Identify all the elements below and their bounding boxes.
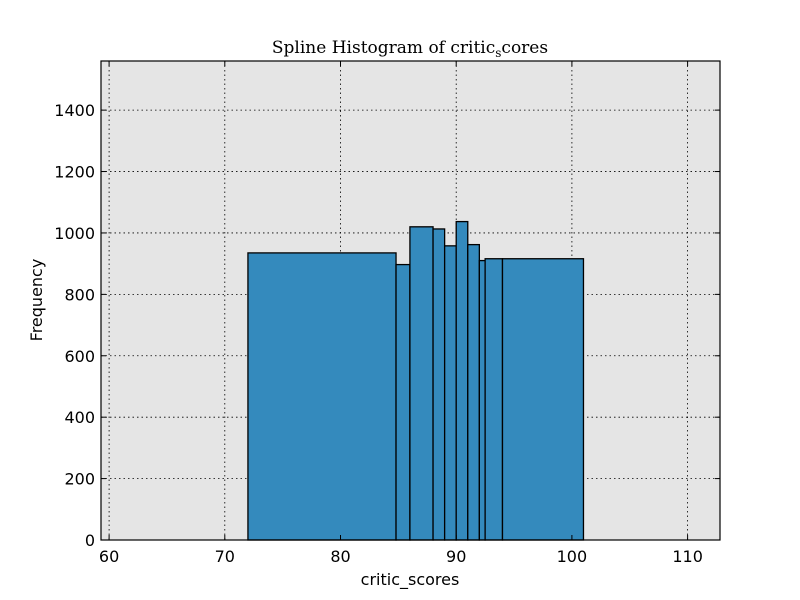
x-tick-label: 110 (672, 547, 703, 566)
histogram-bar (395, 263, 411, 541)
chart-title: Spline Histogram of criticscores (272, 38, 548, 60)
histogram-bar (443, 245, 457, 541)
x-tick-label: 80 (330, 547, 350, 566)
y-tick-label: 800 (64, 285, 95, 304)
y-axis-label: Frequency (27, 259, 46, 342)
x-tick-label: 70 (215, 547, 235, 566)
x-axis-label: critic_scores (361, 570, 460, 590)
axis-ticks (101, 61, 720, 541)
chart-title-suffix: cores (501, 38, 548, 58)
y-tick-labels: 0 200 400 600 800 1000 1200 1400 (54, 101, 95, 550)
histogram-bar (432, 228, 446, 541)
histogram-bar (455, 220, 469, 541)
y-tick-label: 200 (64, 470, 95, 489)
y-tick-label: 600 (64, 347, 95, 366)
y-tick-label: 1400 (54, 101, 95, 120)
histogram-bar (409, 226, 434, 541)
plot-frame (100, 60, 721, 541)
histogram-bar (467, 243, 480, 541)
x-tick-label: 60 (99, 547, 119, 566)
y-tick-label: 400 (64, 408, 95, 427)
y-tick-label: 1000 (54, 224, 95, 243)
y-tick-label: 1200 (54, 163, 95, 182)
histogram-bar (478, 259, 486, 541)
histogram-bar (484, 258, 504, 541)
histogram-bar (247, 252, 397, 541)
histogram-bar (501, 258, 585, 541)
x-tick-label: 100 (557, 547, 588, 566)
histogram-bars (247, 220, 585, 541)
x-tick-labels: 60 70 80 90 100 110 (99, 547, 703, 566)
y-tick-label: 0 (85, 531, 95, 550)
chart-title-subscript: s (495, 46, 501, 60)
x-tick-label: 90 (446, 547, 466, 566)
